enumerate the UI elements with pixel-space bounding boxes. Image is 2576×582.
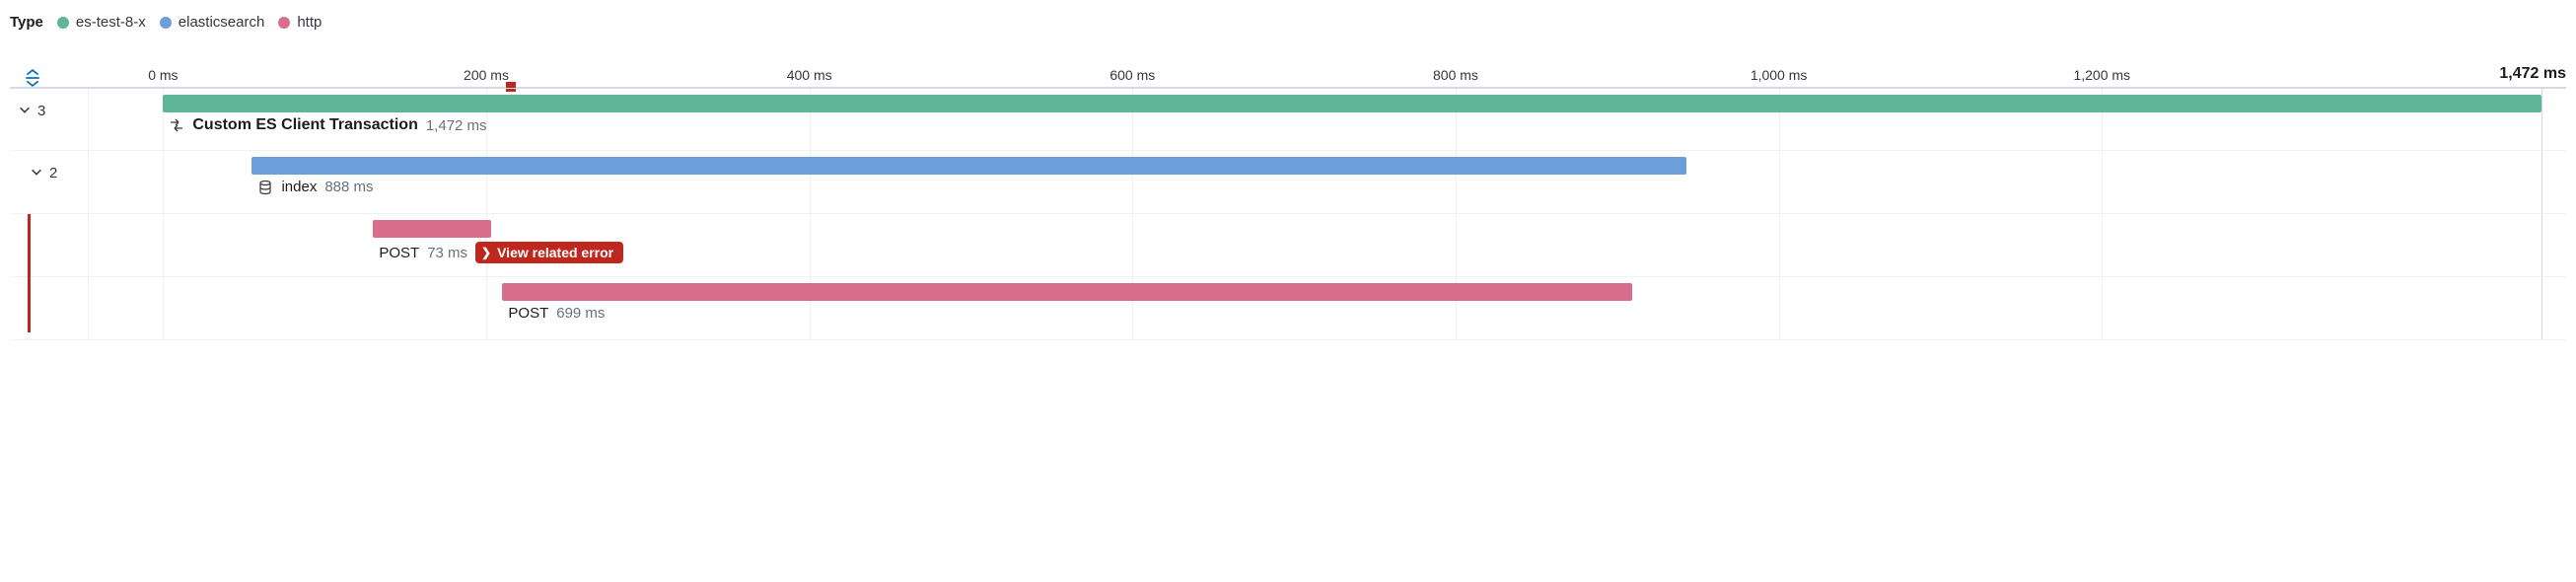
row-body: index 888 ms (89, 151, 2566, 213)
span-label[interactable]: index 888 ms (257, 179, 373, 195)
span-label[interactable]: Custom ES Client Transaction 1,472 ms (169, 116, 486, 134)
legend-dot (160, 17, 172, 29)
span-duration: 73 ms (427, 245, 467, 261)
collapse-all-icon[interactable] (24, 69, 41, 87)
axis-tick: 1,200 ms (2073, 67, 2130, 83)
span-bar[interactable] (163, 95, 2541, 112)
view-related-error-button[interactable]: ❯ View related error (475, 242, 623, 263)
legend-item[interactable]: elasticsearch (160, 14, 265, 31)
axis-tick: 0 ms (148, 67, 178, 83)
axis-tick: 600 ms (1109, 67, 1155, 83)
axis-total: 1,472 ms (2499, 65, 2566, 83)
span-name: Custom ES Client Transaction (192, 116, 417, 134)
chevron-right-icon: ❯ (481, 246, 491, 259)
row-body: POST 73 ms ❯ View related error (89, 214, 2566, 276)
axis-tick: 200 ms (464, 67, 509, 83)
legend-item-label: http (297, 14, 322, 31)
span-bar[interactable] (502, 283, 1631, 301)
row-body: Custom ES Client Transaction 1,472 ms (89, 89, 2566, 150)
span-label[interactable]: POST 73 ms ❯ View related error (379, 242, 623, 263)
row-gutter: 2 (10, 151, 89, 213)
span-row: 2 index 888 ms (10, 151, 2566, 214)
row-body: POST 699 ms (89, 277, 2566, 339)
span-bar[interactable] (373, 220, 491, 238)
row-gutter: 3 (10, 89, 89, 150)
legend-dot (278, 17, 290, 29)
axis-tick: 400 ms (787, 67, 832, 83)
row-gutter (10, 214, 89, 276)
child-count: 3 (37, 103, 45, 119)
legend-item[interactable]: es-test-8-x (57, 14, 146, 31)
chevron-down-icon[interactable] (30, 165, 43, 182)
span-duration: 888 ms (324, 179, 373, 195)
span-duration: 699 ms (556, 305, 605, 322)
chevron-down-icon[interactable] (18, 103, 32, 120)
rows-area: 3 Custom ES Client Transaction 1,472 ms 2 in… (10, 88, 2566, 340)
span-bar[interactable] (251, 157, 1686, 175)
axis-tick: 800 ms (1433, 67, 1478, 83)
row-gutter (10, 277, 89, 339)
legend-item-label: es-test-8-x (76, 14, 146, 31)
legend-title: Type (10, 14, 43, 31)
database-icon (257, 180, 273, 195)
ticks-area: 0 ms 200 ms 400 ms 600 ms 800 ms 1,000 ms 1,20… (89, 50, 2566, 87)
span-name: POST (379, 245, 419, 261)
span-label[interactable]: POST 699 ms (508, 305, 605, 322)
transaction-icon (169, 117, 184, 133)
legend-item[interactable]: http (278, 14, 322, 31)
error-button-label: View related error (497, 245, 613, 260)
span-duration: 1,472 ms (426, 117, 487, 134)
legend-item-label: elasticsearch (179, 14, 265, 31)
timeline-header: 0 ms 200 ms 400 ms 600 ms 800 ms 1,000 ms 1,20… (10, 50, 2566, 88)
span-name: index (281, 179, 317, 195)
span-row: POST 73 ms ❯ View related error (10, 214, 2566, 277)
span-row: POST 699 ms (10, 277, 2566, 340)
axis-tick: 1,000 ms (1751, 67, 1808, 83)
span-row: 3 Custom ES Client Transaction 1,472 ms (10, 88, 2566, 151)
span-name: POST (508, 305, 548, 322)
child-count: 2 (49, 165, 57, 182)
legend-dot (57, 17, 69, 29)
timeline-gutter (10, 69, 89, 87)
legend: Type es-test-8-x elasticsearch http (10, 10, 2566, 50)
